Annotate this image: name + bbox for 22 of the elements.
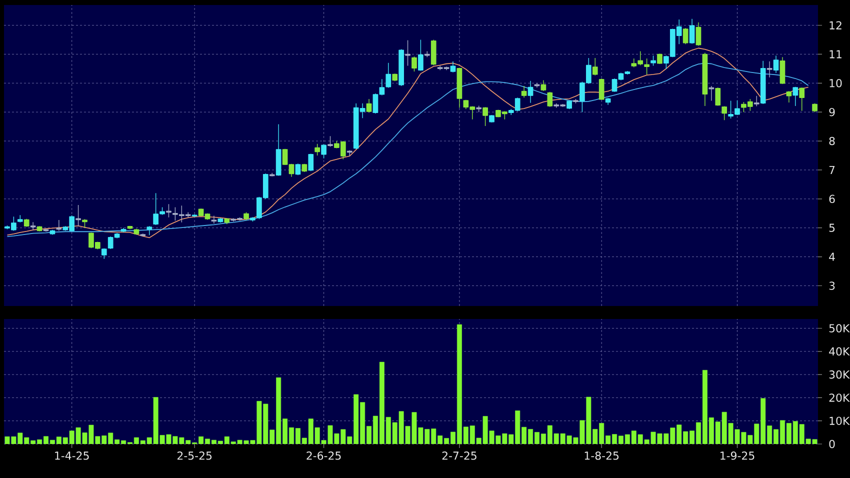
x-tick-label: 1-4-25: [55, 452, 89, 460]
x-tick-label: 1-9-25: [720, 452, 754, 460]
y-tick-label: 6: [829, 194, 835, 204]
y-tick-label: 20K: [829, 394, 850, 402]
y-tick-label: 12: [830, 21, 842, 30]
x-tick-label: 1-8-25: [584, 452, 619, 460]
y-tick-label: 4: [829, 252, 835, 261]
y-tick-label: 8: [829, 136, 835, 146]
x-tick-label: 2-5-25: [177, 452, 212, 460]
y-tick-label: 9: [829, 108, 835, 116]
y-tick-label: 0: [829, 440, 835, 448]
y-tick-label: 5: [829, 224, 835, 232]
x-tick-label: 2-7-25: [442, 452, 476, 460]
y-tick-label: 10K: [830, 416, 850, 425]
y-tick-label: 7: [829, 166, 835, 174]
y-tick-label: 50K: [829, 324, 850, 332]
y-tick-label: 3: [829, 282, 835, 290]
y-tick-label: 10: [830, 79, 842, 88]
y-tick-label: 30K: [829, 370, 850, 379]
y-tick-label: 11: [830, 50, 842, 58]
x-tick-label: 2-6-25: [306, 452, 341, 460]
y-tick-label: 40K: [829, 347, 850, 356]
